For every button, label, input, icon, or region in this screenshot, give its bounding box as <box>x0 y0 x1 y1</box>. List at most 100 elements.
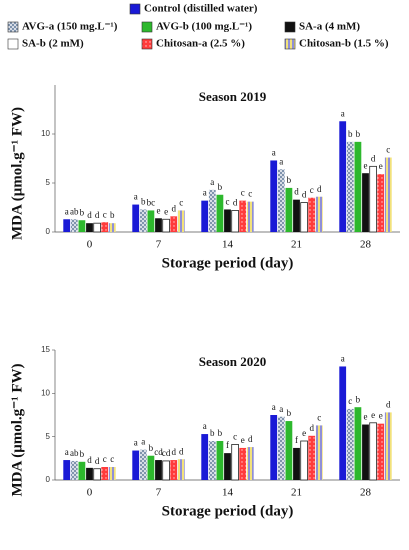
significance-letter: d <box>248 434 253 444</box>
significance-letter: c <box>317 412 321 422</box>
bar <box>224 453 231 480</box>
significance-letter: d <box>95 456 100 466</box>
significance-letter: c <box>241 188 245 198</box>
significance-letter: d <box>95 210 100 220</box>
x-tick-label: 21 <box>291 487 302 499</box>
x-axis-label: Storage period (day) <box>162 503 294 519</box>
bar <box>147 210 155 232</box>
y-axis-label: MDA (μmol.g⁻¹ FW) <box>9 364 25 497</box>
bar <box>224 209 231 232</box>
bar <box>155 218 162 232</box>
bar <box>201 200 209 232</box>
bar <box>293 199 300 232</box>
y-tick-label: 15 <box>41 345 50 354</box>
legend-label: Chitosan-b (1.5 %) <box>299 38 389 50</box>
bar <box>300 202 308 233</box>
y-tick-label: 5 <box>46 432 51 441</box>
bar <box>63 460 71 480</box>
bar <box>362 173 369 232</box>
significance-letter: c <box>233 432 237 442</box>
x-tick-label: 14 <box>222 239 234 251</box>
significance-letter: d <box>386 399 391 409</box>
significance-letter: ab <box>70 448 79 458</box>
bar <box>384 412 392 480</box>
significance-letter: cd <box>154 447 163 457</box>
bar <box>277 416 285 480</box>
legend-label: AVG-a (150 mg.L⁻¹) <box>22 21 118 33</box>
bar <box>162 460 170 481</box>
significance-letter: c <box>348 396 352 406</box>
y-tick-label: 10 <box>41 129 50 138</box>
bar <box>201 434 209 480</box>
significance-letter: a <box>134 192 138 202</box>
y-tick-label: 0 <box>46 227 51 236</box>
legend-label: Chitosan-a (2.5 %) <box>156 38 245 50</box>
bar <box>246 447 254 480</box>
significance-letter: c <box>103 209 107 219</box>
legend-swatch <box>284 38 296 50</box>
significance-letter: d <box>179 446 184 456</box>
bar <box>293 447 300 480</box>
bar <box>101 222 109 232</box>
bar <box>177 210 185 232</box>
bar <box>108 223 116 232</box>
significance-letter: e <box>164 206 168 216</box>
significance-letter: a <box>341 108 345 118</box>
bar <box>162 218 170 233</box>
legend-swatch <box>7 38 19 50</box>
bar <box>132 204 140 232</box>
bar <box>231 210 239 233</box>
significance-letter: a <box>210 177 214 187</box>
bar <box>339 366 347 480</box>
x-tick-label: 7 <box>156 239 162 251</box>
chart-title: Season 2019 <box>199 89 267 104</box>
bar <box>108 467 116 480</box>
x-tick-label: 14 <box>222 487 234 499</box>
bar <box>377 423 385 480</box>
bar <box>86 223 93 232</box>
y-tick-label: 0 <box>46 475 51 484</box>
bar <box>155 460 162 480</box>
bar <box>377 174 385 232</box>
significance-letter: cd <box>162 448 171 458</box>
legend-swatch <box>141 38 153 50</box>
bar <box>285 421 293 480</box>
significance-letter: a <box>272 148 276 158</box>
x-tick-label: 28 <box>360 239 372 251</box>
significance-letter: a <box>272 402 276 412</box>
bar <box>339 121 347 232</box>
bar <box>315 196 323 232</box>
significance-letter: e <box>364 412 368 422</box>
legend-swatch <box>7 21 19 33</box>
significance-letter: e <box>302 428 306 438</box>
bar <box>208 189 216 232</box>
significance-letter: c <box>226 197 230 207</box>
y-tick-label: 10 <box>41 388 50 397</box>
significance-letter: f <box>295 435 298 445</box>
significance-letter: f <box>226 440 229 450</box>
significance-letter: e <box>241 435 245 445</box>
legend-swatch <box>129 3 141 15</box>
significance-letter: d <box>171 203 176 213</box>
bar <box>239 447 247 480</box>
bar <box>308 435 316 480</box>
bar <box>246 201 254 232</box>
bar <box>170 460 178 480</box>
significance-letter: b <box>348 129 353 139</box>
bar <box>139 209 147 232</box>
significance-letter: bc <box>147 198 156 208</box>
bar <box>147 455 155 480</box>
significance-letter: a <box>203 421 207 431</box>
bar <box>216 441 224 480</box>
y-tick-label: 5 <box>46 178 51 187</box>
legend-label: SA-a (4 mM) <box>299 21 360 33</box>
y-axis-label: MDA (μmol.g⁻¹ FW) <box>9 107 25 240</box>
legend-swatch <box>284 21 296 33</box>
bar <box>354 141 362 232</box>
significance-letter: c <box>310 185 314 195</box>
significance-letter: a <box>341 354 345 364</box>
significance-letter: b <box>356 129 361 139</box>
significance-letter: d <box>294 187 299 197</box>
significance-letter: b <box>149 443 154 453</box>
